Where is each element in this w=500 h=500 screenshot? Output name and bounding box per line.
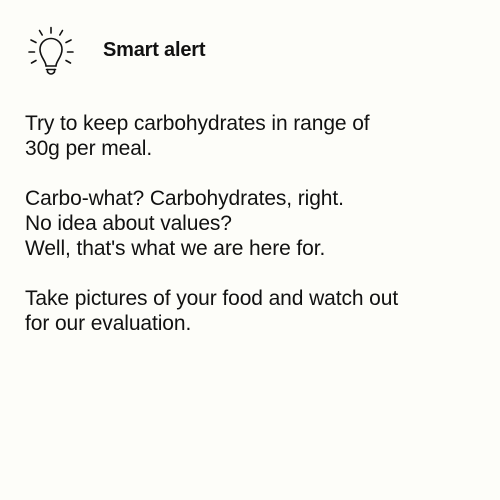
alert-title: Smart alert: [103, 38, 206, 61]
alert-line: 30g per meal.: [25, 137, 153, 160]
alert-line: Carbo-what? Carbohydrates, right.: [25, 187, 344, 210]
alert-line: Take pictures of your food and watch out: [25, 287, 399, 310]
alert-paragraph: Carbo-what? Carbohydrates, right. No ide…: [25, 186, 475, 261]
alert-message: Try to keep carbohydrates in range of 30…: [25, 111, 475, 361]
alert-header: Smart alert: [28, 26, 205, 78]
alert-line: Try to keep carbohydrates in range of: [25, 112, 370, 135]
alert-line: for our evaluation.: [25, 312, 192, 335]
lightbulb-icon: [28, 26, 74, 78]
alert-paragraph: Take pictures of your food and watch out…: [25, 286, 475, 336]
alert-line: No idea about values?: [25, 212, 232, 235]
alert-paragraph: Try to keep carbohydrates in range of 30…: [25, 111, 475, 161]
alert-line: Well, that's what we are here for.: [25, 237, 326, 260]
